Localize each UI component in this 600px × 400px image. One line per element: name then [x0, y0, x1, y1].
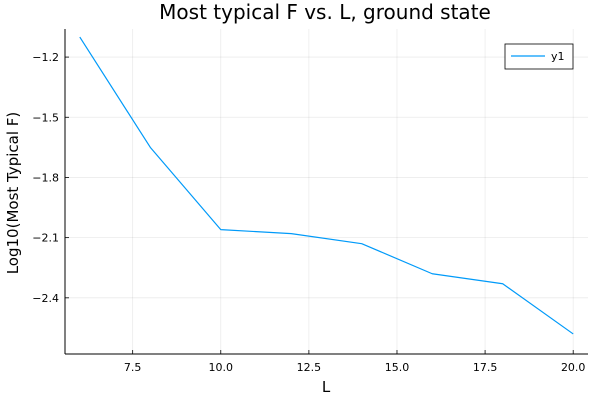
tick-labels: 7.5 10.0 12.5 15.0 17.5 20.0 −2.4 −2.1 −1.8 −1.5 −…	[32, 51, 585, 374]
y-tick-label: −2.4	[32, 292, 59, 305]
x-axis-label: L	[322, 378, 331, 396]
data-point	[290, 232, 293, 235]
data-point	[219, 228, 222, 231]
series-line-y1	[79, 36, 574, 335]
data-point	[78, 36, 81, 39]
axes	[64, 29, 588, 355]
y-tick-label: −2.1	[32, 232, 59, 245]
legend-label: y1	[551, 50, 565, 63]
y-axis-label: Log10(Most Typical F)	[4, 112, 22, 275]
y-tick-label: −1.8	[32, 171, 59, 184]
data-point	[360, 242, 363, 245]
y-tick-label: −1.2	[32, 51, 59, 64]
legend: y1	[504, 43, 574, 70]
x-tick-label: 10.0	[209, 361, 234, 374]
x-tick-label: 17.5	[473, 361, 498, 374]
y-tick-label: −1.5	[32, 111, 59, 124]
series-lines	[78, 36, 575, 335]
data-point	[572, 332, 575, 335]
x-tick-label: 20.0	[561, 361, 586, 374]
x-tick-label: 15.0	[385, 361, 410, 374]
data-point	[501, 282, 504, 285]
chart-title: Most typical F vs. L, ground state	[159, 0, 491, 24]
data-point	[431, 272, 434, 275]
x-tick-label: 7.5	[124, 361, 142, 374]
data-point	[149, 146, 152, 149]
grid	[65, 29, 588, 354]
x-tick-label: 12.5	[297, 361, 322, 374]
